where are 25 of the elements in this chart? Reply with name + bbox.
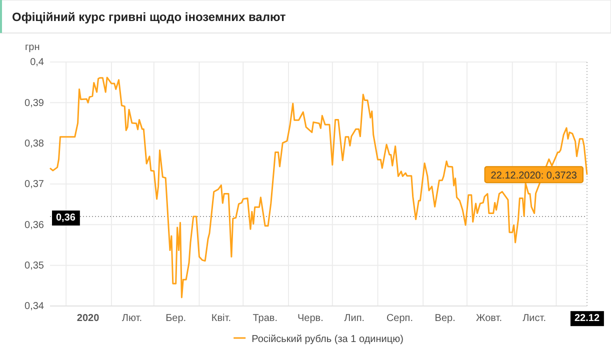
y-axis-title: грн (25, 42, 40, 53)
y-tick-label: 0,37 (24, 179, 44, 190)
x-tick-label: 22.12 (574, 313, 600, 324)
line-series (49, 76, 588, 298)
y-tick-label: 0,36 (24, 220, 44, 231)
chart-title: Офіційний курс гривні щодо іноземних валют (12, 10, 286, 24)
x-tick-label: Лют. (122, 313, 142, 324)
y-tick-label: 0,35 (24, 260, 44, 272)
x-tick-label: Черв. (298, 313, 324, 324)
y-tick-label: 0,39 (24, 98, 44, 109)
y-tick-label: 0,4 (30, 57, 44, 68)
x-tick-label: 2020 (76, 313, 100, 324)
x-tick-label: Бер. (166, 313, 186, 324)
x-tick-label: Лип. (344, 313, 365, 324)
x-tick-label: Серп. (386, 313, 413, 324)
x-tick-label: Жовт. (476, 313, 502, 324)
x-tick-label: Вер. (434, 313, 456, 324)
y-tick-label: 0,38 (24, 138, 44, 150)
legend-label: Російський рубль (за 1 одиницю) (252, 334, 404, 345)
ref-line-label: 0,36 (56, 212, 76, 224)
x-tick-label: Трав. (252, 313, 278, 324)
y-tick-label: 0,34 (24, 301, 44, 312)
x-tick-label: Лист. (522, 313, 546, 324)
annotation: 22.12.2020: 0,3723 (490, 170, 578, 182)
x-tick-label: Квіт. (211, 313, 231, 324)
